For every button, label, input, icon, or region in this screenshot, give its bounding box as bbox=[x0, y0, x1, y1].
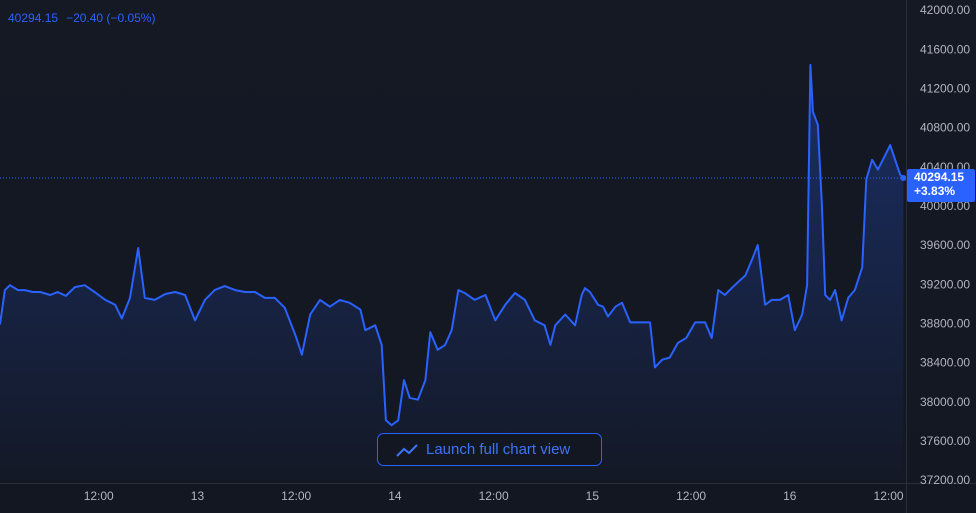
y-tick-label: 42000.00 bbox=[920, 3, 970, 17]
y-tick-label: 40800.00 bbox=[920, 121, 970, 135]
x-tick-label: 14 bbox=[388, 489, 402, 503]
y-tick-label: 37600.00 bbox=[920, 434, 970, 448]
x-tick-label: 15 bbox=[586, 489, 600, 503]
y-tick-label: 37200.00 bbox=[920, 473, 970, 487]
y-tick-label: 40000.00 bbox=[920, 199, 970, 213]
y-tick-label: 39600.00 bbox=[920, 238, 970, 252]
button-frame[interactable] bbox=[377, 433, 602, 466]
y-tick-label: 39200.00 bbox=[920, 277, 970, 291]
legend: 40294.15 −20.40 (−0.05%) bbox=[8, 11, 155, 25]
price-tag bbox=[907, 169, 975, 203]
y-tick-label: 38800.00 bbox=[920, 317, 970, 331]
y-tick-label: 38000.00 bbox=[920, 395, 970, 409]
y-tick-label: 38400.00 bbox=[920, 356, 970, 370]
plot-area bbox=[0, 63, 907, 482]
launch-button[interactable]: Launch full chart view bbox=[377, 433, 602, 466]
x-tick-label: 16 bbox=[783, 489, 797, 503]
last-price-dot bbox=[900, 175, 907, 182]
x-tick-label: 12:00 bbox=[874, 489, 904, 503]
price-tag-value: 40294.15 bbox=[914, 170, 964, 184]
y-tick-label: 41200.00 bbox=[920, 82, 970, 96]
area-fill bbox=[0, 64, 904, 482]
price-line bbox=[0, 63, 905, 427]
button-label[interactable]: Launch full chart view bbox=[426, 441, 570, 458]
x-tick-label: 12:00 bbox=[84, 489, 114, 503]
x-tick-label: 12:00 bbox=[281, 489, 311, 503]
button-icon[interactable] bbox=[396, 444, 418, 457]
legend-change: −20.40 (−0.05%) bbox=[66, 11, 155, 25]
legend-price: 40294.15 bbox=[8, 11, 58, 25]
price-tag-change: +3.83% bbox=[914, 184, 955, 198]
x-tick-label: 12:00 bbox=[676, 489, 706, 503]
y-tick-label: 41600.00 bbox=[920, 42, 970, 56]
x-tick-label: 13 bbox=[191, 489, 205, 503]
x-tick-label: 12:00 bbox=[479, 489, 509, 503]
